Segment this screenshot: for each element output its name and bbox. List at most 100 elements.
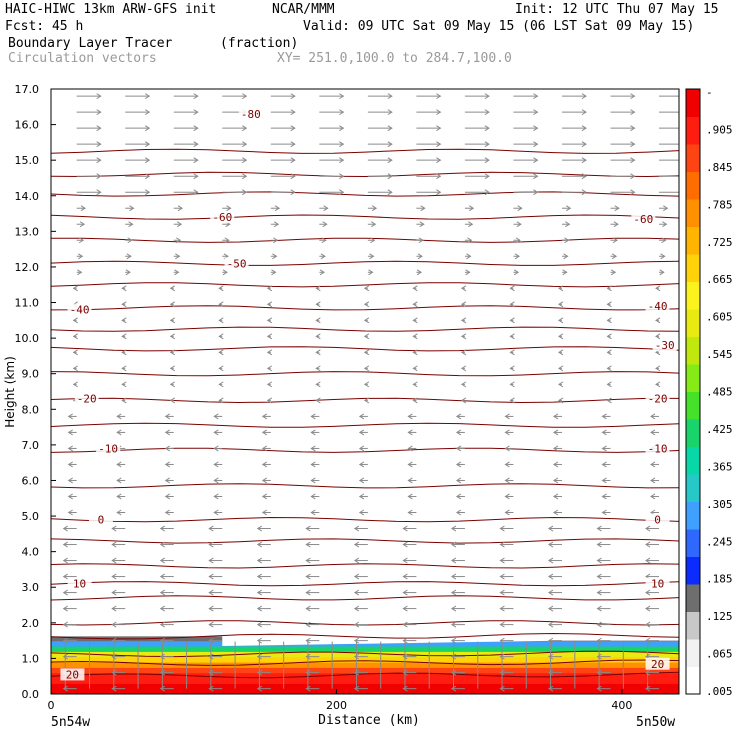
wind-vector (610, 125, 636, 132)
wind-vector (353, 685, 368, 692)
wind-vector (111, 605, 126, 612)
wind-vector (305, 573, 320, 580)
wind-vector (659, 141, 679, 147)
isotherm-label-bg (224, 257, 249, 270)
wind-vector (159, 557, 174, 564)
wind-vector (363, 381, 370, 388)
wind-vector (310, 509, 320, 516)
wind-vector (455, 477, 465, 484)
wind-vector (270, 141, 296, 148)
wind-vector (460, 381, 467, 388)
wind-vector (111, 669, 126, 676)
isotherm-line (51, 422, 679, 428)
x-tick-label: 400 (611, 699, 632, 712)
wind-vector (367, 109, 393, 116)
wind-vector (455, 429, 465, 436)
colorbar-label: .665 (706, 273, 733, 286)
wind-vector (222, 173, 248, 180)
wind-vector (558, 381, 564, 388)
isotherm-label-bg (74, 392, 99, 405)
colorbar-label: .845 (706, 161, 733, 174)
wind-vector (319, 253, 326, 260)
wind-vector (558, 285, 564, 292)
wind-vector (610, 221, 619, 228)
wind-vector (62, 557, 77, 564)
wind-vector (169, 381, 176, 388)
wind-vector (67, 413, 77, 420)
wind-vector (169, 301, 176, 308)
wind-vector (270, 205, 281, 212)
wind-vector (402, 685, 417, 692)
wind-vector (319, 109, 345, 116)
wind-vector (596, 541, 611, 548)
wind-vector (305, 541, 320, 548)
wind-vector (561, 173, 587, 180)
y-tick-label: 17.0 (15, 83, 40, 96)
wind-vector (270, 125, 296, 132)
wind-vector (416, 189, 442, 196)
isotherm-label: -60 (633, 213, 653, 226)
wind-vector (412, 285, 418, 292)
wind-vector (116, 413, 126, 420)
isotherm-label: 0 (98, 514, 105, 527)
wind-vector (558, 349, 564, 356)
wind-vector (72, 381, 78, 388)
isotherm-label: -30 (655, 339, 675, 352)
isotherm-line (51, 260, 679, 266)
wind-vector (363, 317, 370, 324)
isotherm-line (51, 483, 679, 489)
wind-vector (173, 173, 199, 180)
isotherm-label: 10 (651, 578, 664, 591)
wind-vector (173, 141, 199, 148)
wind-vector (256, 621, 271, 628)
wind-vector (504, 477, 514, 484)
wind-vector (67, 445, 77, 452)
wind-vector (62, 525, 77, 532)
wind-vector (353, 653, 368, 660)
wind-vector (402, 557, 417, 564)
wind-vector (270, 237, 279, 244)
wind-vector (256, 669, 271, 676)
wind-vector (319, 205, 329, 212)
isotherm-label-bg (645, 392, 670, 405)
wind-vector (208, 573, 223, 580)
wind-vector (125, 93, 151, 100)
wind-vector (164, 477, 174, 484)
wind-vector (218, 397, 224, 404)
wind-vector (256, 557, 271, 564)
wind-vector (310, 477, 320, 484)
wind-vector (125, 253, 132, 260)
colorbar-label: .245 (706, 535, 733, 548)
wind-vector (305, 557, 320, 564)
wind-vector (450, 669, 465, 676)
field-units: (fraction) (220, 36, 299, 51)
wind-vector (208, 637, 223, 644)
isotherm-label: -20 (648, 393, 668, 406)
wind-vector (416, 125, 442, 132)
isotherm-line (51, 305, 679, 311)
wind-vector (499, 621, 514, 628)
wind-vector (353, 637, 368, 644)
wind-vector (270, 189, 296, 196)
y-tick-label: 12.0 (15, 261, 40, 274)
wind-vector (504, 461, 514, 468)
colorbar-label: .905 (706, 123, 733, 136)
wind-vector (310, 445, 320, 452)
wind-vector (76, 189, 102, 196)
wind-vector (659, 237, 667, 244)
wind-vector (67, 509, 77, 516)
wind-vector (367, 269, 374, 276)
wind-vector (62, 589, 77, 596)
wind-vector (606, 349, 612, 356)
model-title: HAIC-HIWC 13km ARW-GFS init (5, 2, 217, 17)
isotherm-label-bg (652, 339, 677, 352)
colorbar-label: .485 (706, 386, 733, 399)
y-tick-label: 7.0 (22, 439, 40, 452)
wind-vector (256, 637, 271, 644)
colorbar-swatch (686, 446, 700, 475)
wind-vector (402, 541, 417, 548)
wind-vector (159, 669, 174, 676)
wind-vector (460, 333, 467, 340)
wind-vector (367, 189, 393, 196)
wind-vector (266, 285, 273, 292)
